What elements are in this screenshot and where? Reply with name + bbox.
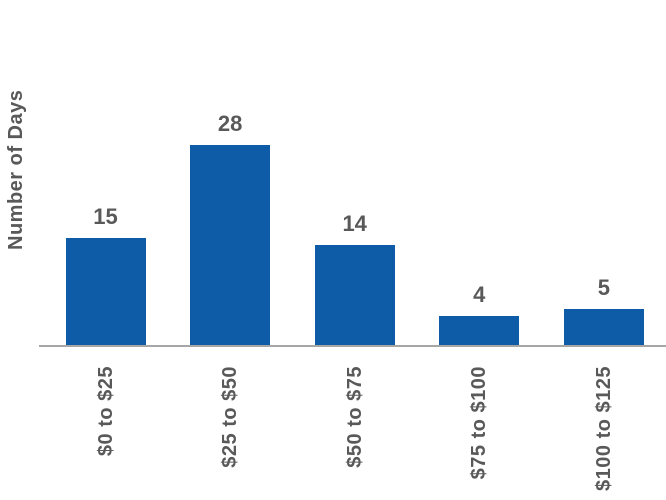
bar-value-label: 5 bbox=[597, 275, 611, 300]
bar bbox=[65, 238, 146, 345]
y-axis-title-label: Number of Days bbox=[5, 89, 27, 250]
x-axis-category-text: $75 to $100 bbox=[468, 366, 491, 480]
x-axis-category-label: $0 to $25 bbox=[93, 366, 183, 456]
x-axis-category-text: $50 to $75 bbox=[343, 366, 366, 468]
x-axis-category-label: $50 to $75 bbox=[342, 366, 444, 468]
x-axis-category-label: $25 to $50 bbox=[217, 366, 319, 468]
bar-value-label: 14 bbox=[342, 211, 367, 236]
bar bbox=[190, 145, 271, 345]
x-axis-category-label: $100 to $125 bbox=[591, 366, 666, 491]
x-axis-category-text: $100 to $125 bbox=[592, 366, 615, 491]
x-axis-category-text: $25 to $50 bbox=[219, 366, 242, 468]
x-axis-category-text: $0 to $25 bbox=[94, 366, 117, 457]
x-axis-category-label: $75 to $100 bbox=[466, 366, 579, 479]
bar bbox=[439, 316, 520, 345]
bar bbox=[314, 245, 395, 345]
bar-value-label: 28 bbox=[217, 111, 243, 136]
bar bbox=[563, 309, 644, 345]
bar-value-label: 15 bbox=[93, 204, 118, 229]
x-axis-line bbox=[39, 345, 666, 347]
bar-value-label: 4 bbox=[473, 282, 486, 307]
